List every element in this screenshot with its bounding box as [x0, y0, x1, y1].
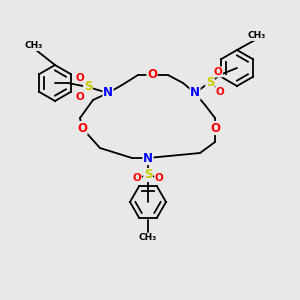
Text: S: S [84, 80, 92, 94]
Text: N: N [103, 86, 113, 100]
Text: N: N [190, 86, 200, 100]
Text: O: O [210, 122, 220, 134]
Text: S: S [144, 169, 152, 182]
Text: O: O [133, 173, 141, 183]
Text: O: O [214, 67, 222, 77]
Text: CH₃: CH₃ [25, 41, 43, 50]
Text: O: O [147, 68, 157, 82]
Text: O: O [76, 73, 84, 83]
Text: O: O [154, 173, 164, 183]
Text: O: O [216, 87, 224, 97]
Text: O: O [77, 122, 87, 134]
Text: CH₃: CH₃ [248, 32, 266, 40]
Text: O: O [76, 92, 84, 102]
Text: N: N [143, 152, 153, 164]
Text: CH₃: CH₃ [139, 233, 157, 242]
Text: S: S [206, 76, 214, 88]
